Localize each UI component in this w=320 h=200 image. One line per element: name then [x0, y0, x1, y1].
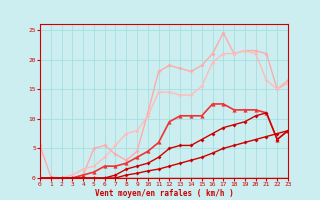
X-axis label: Vent moyen/en rafales ( km/h ): Vent moyen/en rafales ( km/h ) [95, 189, 233, 198]
